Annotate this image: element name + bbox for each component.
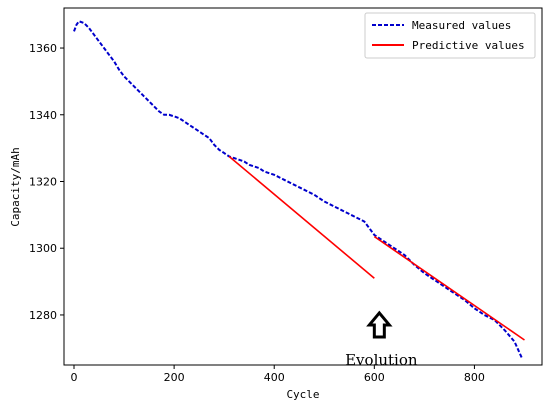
x-tick-label: 400 bbox=[264, 371, 285, 384]
legend-label-predictive: Predictive values bbox=[412, 39, 525, 52]
series-line-predictive bbox=[228, 155, 375, 279]
evolution-annotation: Evolution bbox=[345, 310, 418, 369]
ticks-layer: 0 200 400 600 800 1280 1300 1320 1340 1360 bbox=[29, 42, 485, 384]
legend: Measured values Predictive values bbox=[364, 12, 536, 59]
series-line-measured bbox=[73, 20, 523, 359]
y-tick-label: 1280 bbox=[29, 309, 57, 322]
x-tick-label: 600 bbox=[364, 371, 385, 384]
plot-frame bbox=[63, 7, 543, 366]
legend-box bbox=[364, 12, 536, 59]
x-tick-label: 800 bbox=[464, 371, 485, 384]
y-tick-label: 1320 bbox=[29, 175, 57, 188]
x-axis-label: Cycle bbox=[286, 388, 319, 401]
y-tick-label: 1340 bbox=[29, 109, 57, 122]
legend-label-measured: Measured values bbox=[412, 19, 511, 32]
y-tick-label: 1300 bbox=[29, 242, 57, 255]
x-tick-label: 0 bbox=[71, 371, 78, 384]
series-line-predictive bbox=[373, 235, 525, 341]
y-tick-label: 1360 bbox=[29, 42, 57, 55]
up-arrow-icon bbox=[366, 310, 393, 339]
y-axis-label: Capacity/mAh bbox=[9, 147, 22, 226]
series-layer bbox=[73, 20, 525, 359]
annotation-evolution: Evolution bbox=[345, 351, 418, 369]
x-tick-label: 200 bbox=[164, 371, 185, 384]
